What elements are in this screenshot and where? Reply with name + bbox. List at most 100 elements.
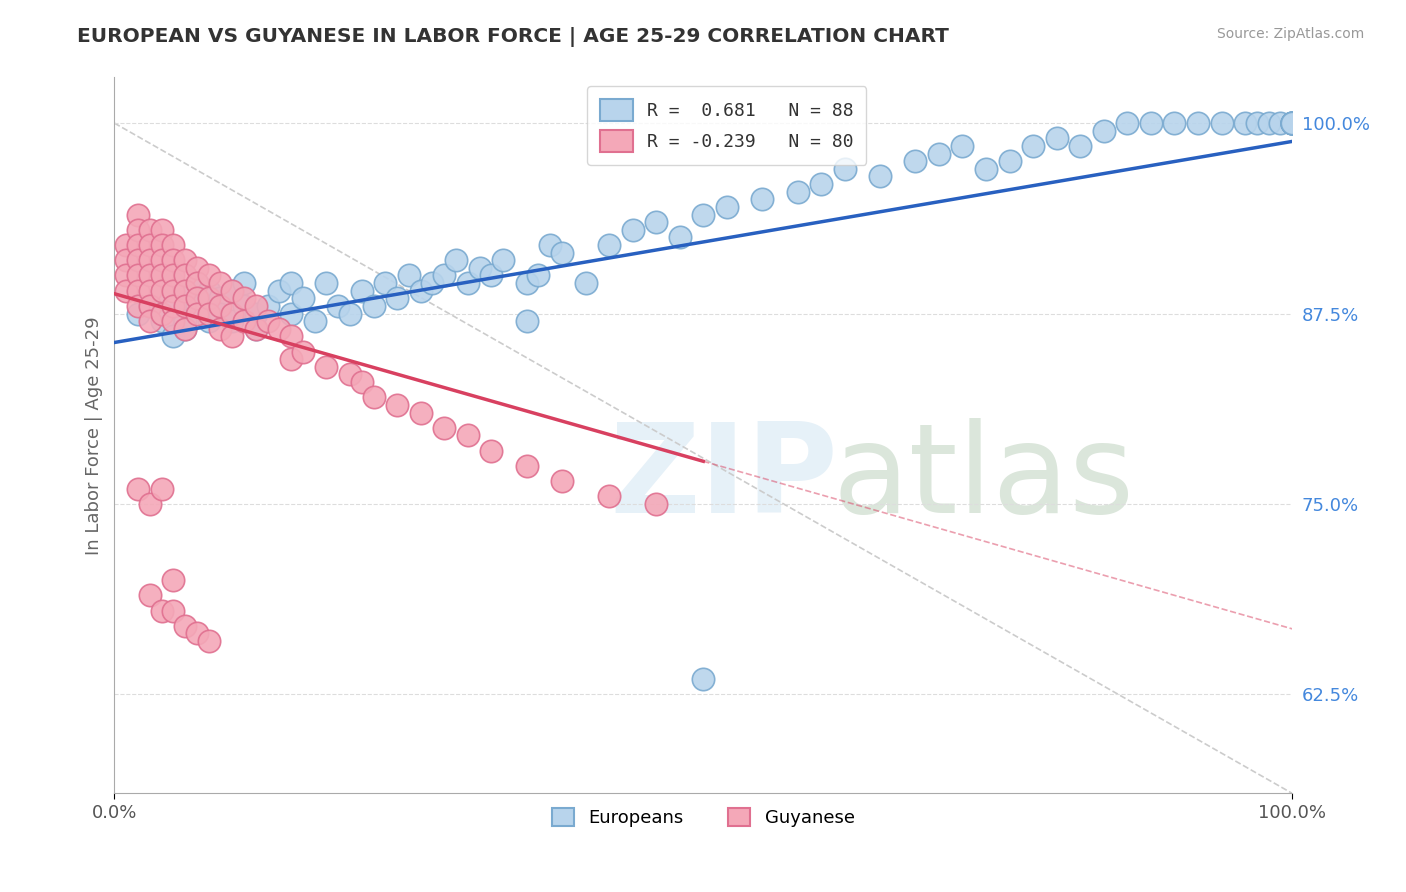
Point	[1163, 116, 1185, 130]
Point	[716, 200, 738, 214]
Point	[527, 268, 550, 283]
Point	[1281, 116, 1303, 130]
Point	[186, 626, 208, 640]
Point	[115, 268, 138, 283]
Point	[291, 291, 314, 305]
Point	[280, 306, 302, 320]
Point	[1234, 116, 1257, 130]
Point	[139, 588, 162, 602]
Point	[457, 276, 479, 290]
Point	[904, 154, 927, 169]
Point	[1281, 116, 1303, 130]
Point	[256, 314, 278, 328]
Point	[1257, 116, 1279, 130]
Point	[315, 276, 337, 290]
Point	[256, 299, 278, 313]
Point	[209, 291, 232, 305]
Point	[350, 375, 373, 389]
Point	[174, 619, 197, 633]
Point	[150, 306, 173, 320]
Point	[398, 268, 420, 283]
Point	[150, 482, 173, 496]
Point	[928, 146, 950, 161]
Point	[127, 238, 149, 252]
Point	[269, 322, 291, 336]
Point	[1270, 116, 1292, 130]
Point	[551, 474, 574, 488]
Point	[139, 299, 162, 313]
Point	[621, 223, 644, 237]
Point	[174, 322, 197, 336]
Point	[444, 253, 467, 268]
Point	[328, 299, 350, 313]
Point	[538, 238, 561, 252]
Point	[174, 299, 197, 313]
Point	[162, 253, 184, 268]
Point	[127, 299, 149, 313]
Point	[786, 185, 808, 199]
Point	[150, 284, 173, 298]
Point	[409, 405, 432, 419]
Point	[1281, 116, 1303, 130]
Point	[197, 268, 219, 283]
Point	[492, 253, 515, 268]
Point	[127, 223, 149, 237]
Point	[751, 192, 773, 206]
Point	[127, 208, 149, 222]
Point	[516, 458, 538, 473]
Point	[269, 284, 291, 298]
Point	[315, 359, 337, 374]
Point	[174, 291, 197, 305]
Point	[174, 253, 197, 268]
Point	[245, 322, 267, 336]
Text: Source: ZipAtlas.com: Source: ZipAtlas.com	[1216, 27, 1364, 41]
Point	[1092, 124, 1115, 138]
Point	[245, 299, 267, 313]
Point	[139, 299, 162, 313]
Point	[516, 314, 538, 328]
Point	[574, 276, 596, 290]
Point	[221, 284, 243, 298]
Point	[174, 268, 197, 283]
Point	[115, 238, 138, 252]
Point	[363, 390, 385, 404]
Point	[127, 306, 149, 320]
Point	[1281, 116, 1303, 130]
Point	[162, 238, 184, 252]
Point	[433, 268, 456, 283]
Point	[209, 306, 232, 320]
Point	[304, 314, 326, 328]
Point	[479, 268, 502, 283]
Point	[115, 284, 138, 298]
Point	[186, 291, 208, 305]
Point	[186, 260, 208, 275]
Point	[233, 291, 256, 305]
Point	[221, 284, 243, 298]
Point	[127, 268, 149, 283]
Point	[1187, 116, 1209, 130]
Point	[1046, 131, 1069, 145]
Point	[221, 306, 243, 320]
Point	[197, 291, 219, 305]
Point	[139, 268, 162, 283]
Point	[1211, 116, 1233, 130]
Point	[350, 284, 373, 298]
Point	[834, 161, 856, 176]
Point	[291, 344, 314, 359]
Point	[645, 497, 668, 511]
Point	[645, 215, 668, 229]
Point	[409, 284, 432, 298]
Point	[516, 276, 538, 290]
Point	[998, 154, 1021, 169]
Point	[1116, 116, 1139, 130]
Text: atlas: atlas	[832, 417, 1135, 539]
Point	[162, 299, 184, 313]
Point	[150, 238, 173, 252]
Point	[433, 421, 456, 435]
Point	[280, 352, 302, 367]
Point	[139, 238, 162, 252]
Point	[127, 482, 149, 496]
Point	[174, 284, 197, 298]
Point	[197, 306, 219, 320]
Point	[280, 329, 302, 343]
